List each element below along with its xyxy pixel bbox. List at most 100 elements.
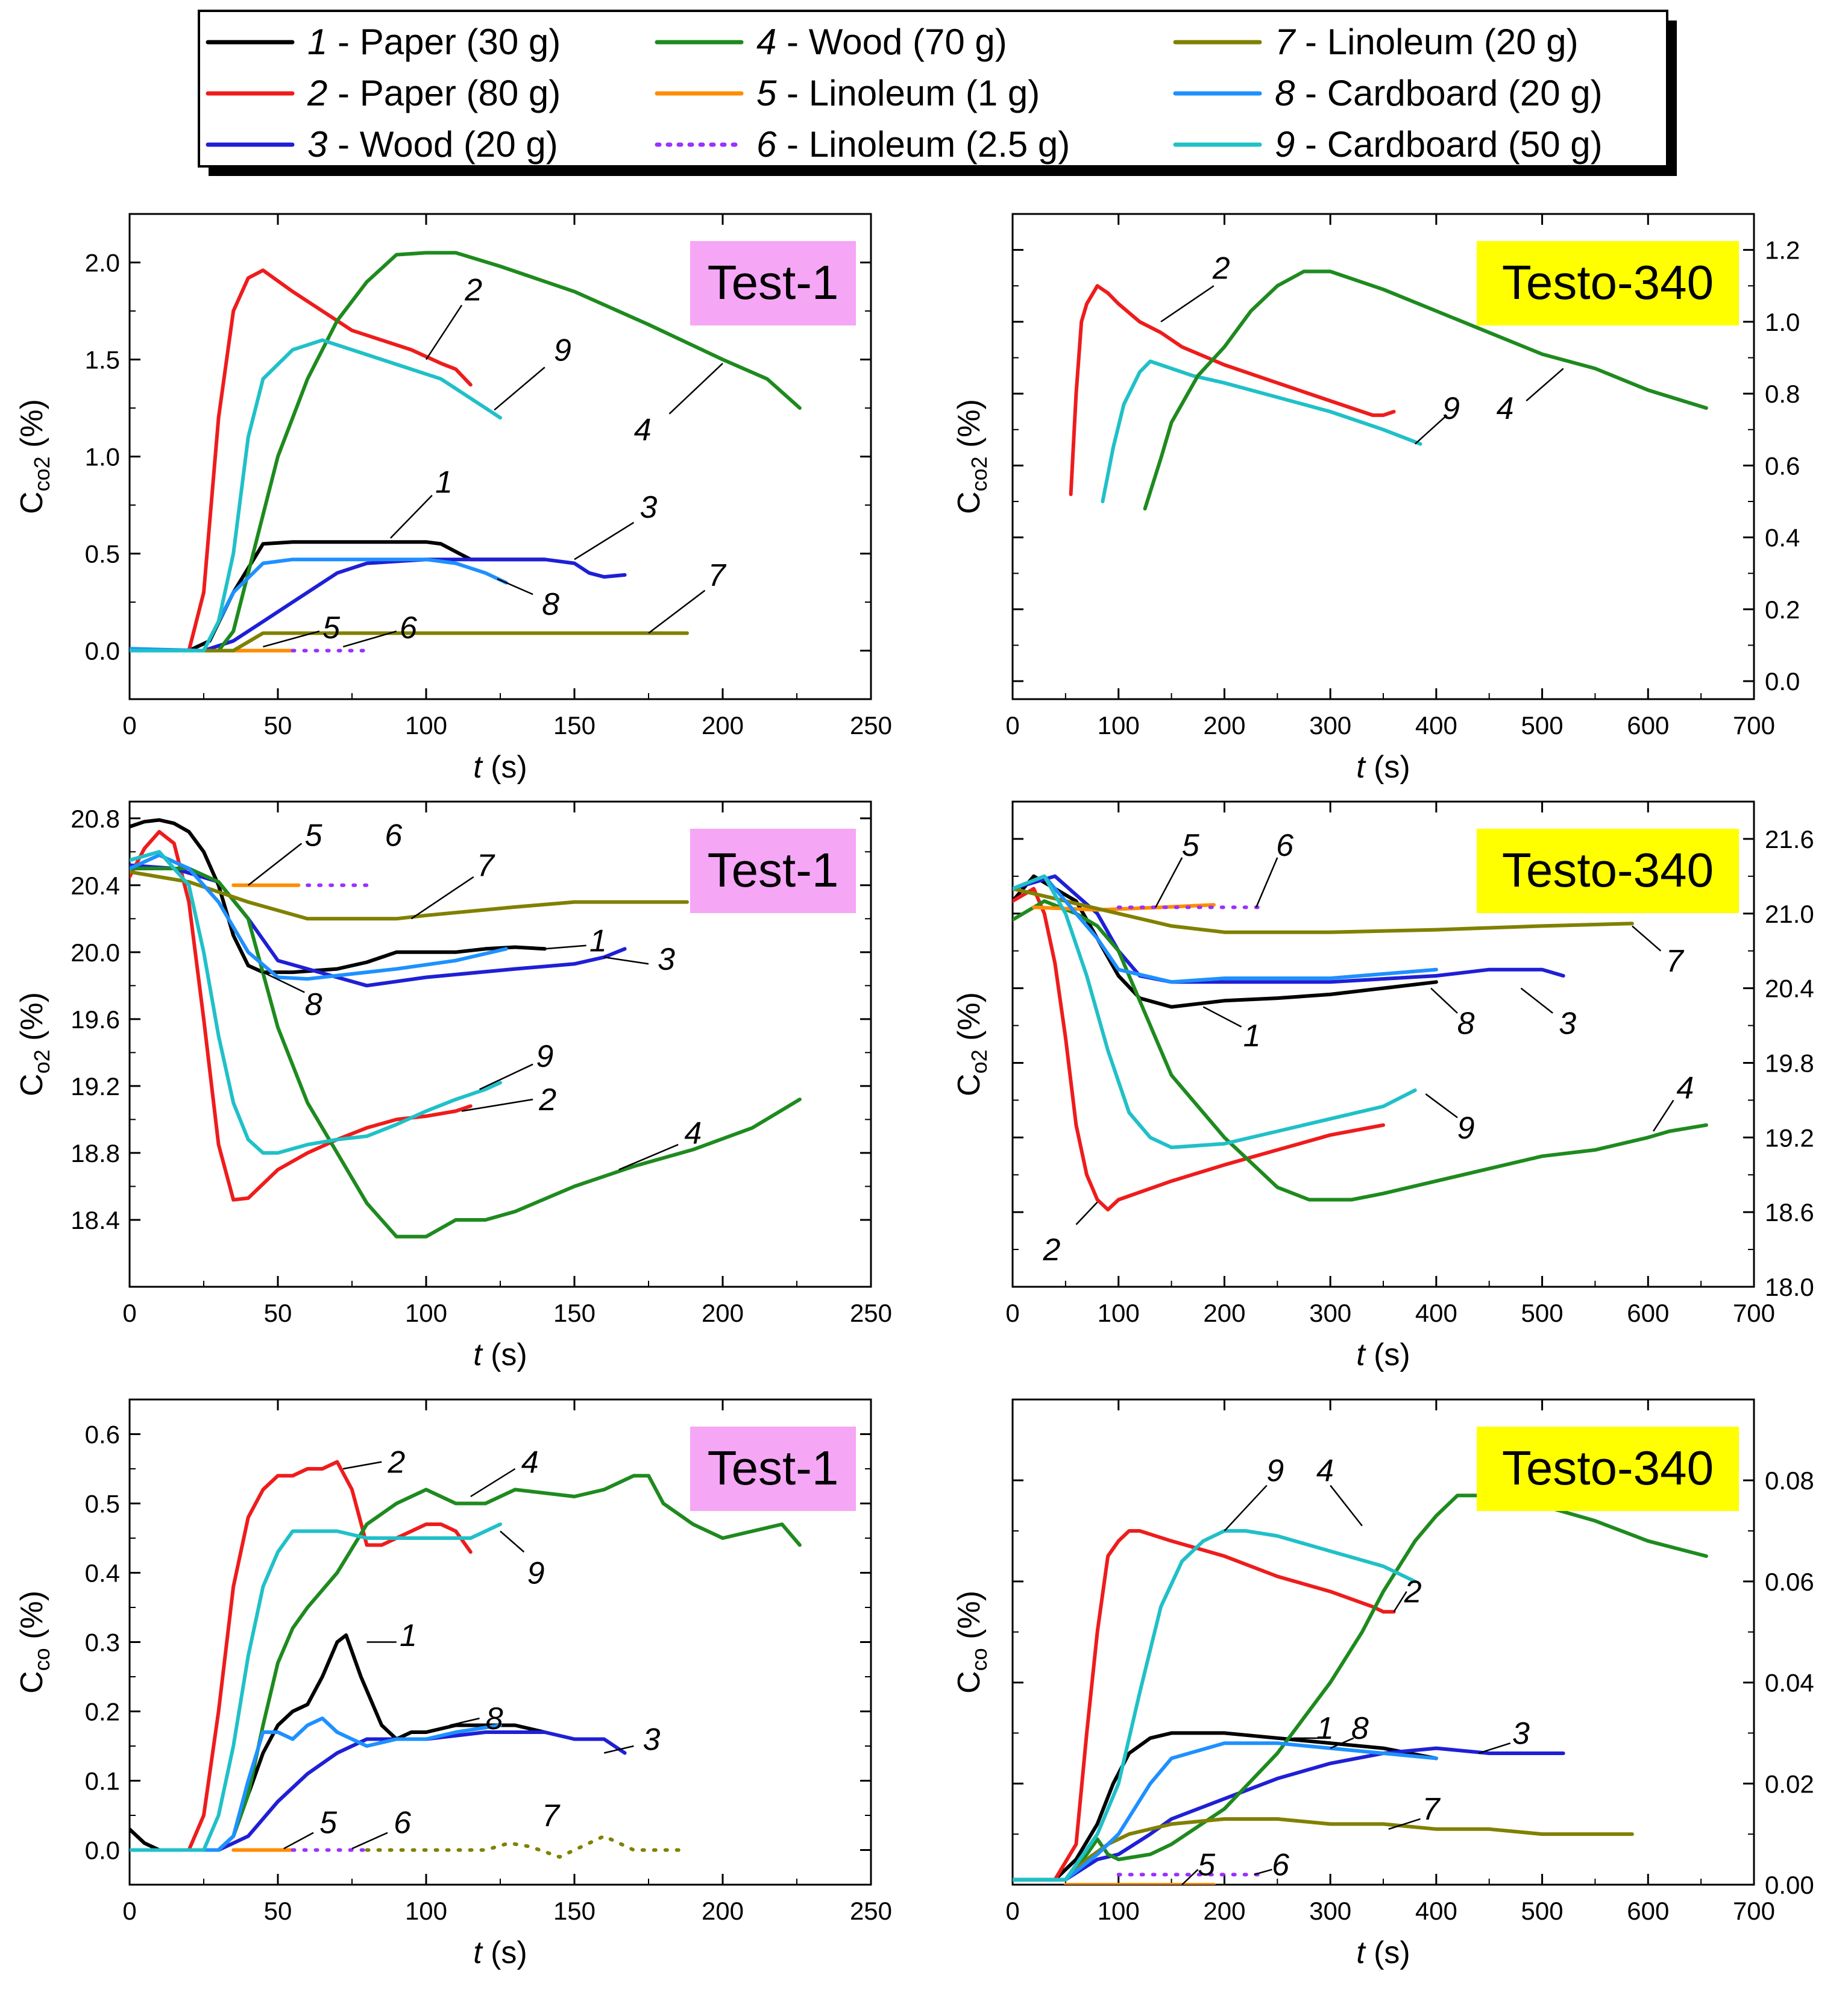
y-tick-label: 0.2 xyxy=(85,1698,120,1726)
annotation-leader-9 xyxy=(1425,1093,1458,1119)
annotation-label-5: 5 xyxy=(1182,828,1200,863)
y-axis-label: Cco (%) xyxy=(952,1591,992,1694)
x-tick-label: 200 xyxy=(1203,1299,1245,1327)
legend-entry-dash: - xyxy=(327,73,359,113)
x-tick-label: 500 xyxy=(1521,711,1564,740)
tag-box xyxy=(690,241,856,325)
x-tick-label: 100 xyxy=(1098,711,1140,740)
y-axis-label-sub: co xyxy=(30,1648,54,1671)
x-tick-label: 150 xyxy=(553,1897,596,1925)
x-tick-label: 600 xyxy=(1627,1897,1669,1925)
series-group xyxy=(1013,1494,1708,1885)
y-tick-label: 0.02 xyxy=(1765,1770,1814,1798)
x-tick-label: 0 xyxy=(122,1897,136,1925)
y-axis-label-sub: co xyxy=(967,1648,992,1671)
legend-entry-3: 3 - Wood (20 g) xyxy=(307,124,558,165)
annotation-leader-4 xyxy=(470,1468,516,1498)
annotation-leader-5 xyxy=(1155,857,1183,908)
annotation-leader-9 xyxy=(1414,414,1448,445)
annotation-leader-1 xyxy=(544,944,586,950)
series-line-1 xyxy=(1013,1731,1438,1882)
annotation-label-1: 1 xyxy=(400,1618,417,1653)
annotation-leader-5 xyxy=(263,630,320,648)
x-tick-label: 50 xyxy=(264,1299,292,1327)
annotation-leader-4 xyxy=(618,1143,679,1170)
series-line-7 xyxy=(1013,1817,1634,1882)
y-axis-label-unit: (%) xyxy=(14,399,49,456)
x-tick-label: 200 xyxy=(1203,711,1245,740)
x-tick-label: 200 xyxy=(702,1897,744,1925)
y-tick-label: 0.0 xyxy=(85,1836,120,1865)
y-tick-label: 19.6 xyxy=(71,1005,120,1034)
y-axis-label-sub: co2 xyxy=(967,456,992,491)
y-tick-label: 1.5 xyxy=(85,346,120,374)
legend-entry-number: 4 xyxy=(756,22,776,62)
annotation-label-3: 3 xyxy=(640,490,658,525)
y-tick-label: 0.4 xyxy=(85,1559,120,1588)
annotation-leader-5 xyxy=(1181,1868,1199,1885)
y-axis-label-sub: o2 xyxy=(967,1049,992,1073)
annotation-label-8: 8 xyxy=(542,587,559,622)
x-tick-label: 700 xyxy=(1733,711,1775,740)
x-axis-unit: (s) xyxy=(1365,750,1410,785)
x-tick-label: 400 xyxy=(1415,1299,1457,1327)
y-axis-label-main: C xyxy=(14,1073,49,1096)
tag-label: Testo-340 xyxy=(1502,843,1714,897)
series-line-2 xyxy=(1013,887,1385,1211)
y-axis-label-unit: (%) xyxy=(952,992,987,1049)
y-axis-label-main: C xyxy=(952,1671,987,1694)
y-axis-label-sub: o2 xyxy=(30,1049,54,1073)
series-group xyxy=(130,1460,802,1859)
legend-entry-dash: - xyxy=(327,22,359,62)
series-line-2 xyxy=(1013,1529,1396,1882)
annotation-label-1: 1 xyxy=(1316,1711,1334,1746)
x-tick-label: 100 xyxy=(405,1897,447,1925)
x-tick-label: 400 xyxy=(1415,711,1457,740)
annotation-label-7: 7 xyxy=(542,1798,561,1833)
x-tick-label: 200 xyxy=(702,711,744,740)
x-axis-label: t (s) xyxy=(1356,750,1410,785)
annotation-label-1: 1 xyxy=(1243,1019,1261,1054)
annotation-leader-3 xyxy=(603,1745,634,1754)
y-axis-label-unit: (%) xyxy=(952,399,987,456)
tag-label: Testo-340 xyxy=(1502,1441,1714,1495)
y-axis-label-group: Cco (%) xyxy=(952,1591,992,1694)
annotation-label-4: 4 xyxy=(1497,391,1514,426)
annotation-leader-8 xyxy=(262,972,305,993)
y-axis-label: Cco (%) xyxy=(14,1591,54,1694)
x-tick-label: 100 xyxy=(1098,1299,1140,1327)
y-tick-label: 0.0 xyxy=(1765,667,1800,696)
x-tick-label: 0 xyxy=(1005,711,1019,740)
y-tick-label: 18.0 xyxy=(1765,1273,1814,1301)
y-axis-label-group: Cco (%) xyxy=(14,1591,54,1694)
y-tick-label: 0.3 xyxy=(85,1629,120,1657)
annotation-leader-3 xyxy=(604,956,649,965)
legend-entry-dash: - xyxy=(776,73,808,113)
series-line-9 xyxy=(130,1522,502,1852)
y-tick-label: 20.8 xyxy=(71,805,120,833)
annotation-label-6: 6 xyxy=(394,1806,411,1841)
legend-entry-number: 8 xyxy=(1275,73,1295,113)
annotation-leader-7 xyxy=(1632,925,1662,952)
y-axis-label-sub: co2 xyxy=(30,456,54,491)
y-axis-label-unit: (%) xyxy=(14,1591,49,1648)
tag-label: Test-1 xyxy=(708,1441,839,1495)
y-tick-label: 0.00 xyxy=(1765,1871,1814,1899)
y-axis-label-group: Co2 (%) xyxy=(14,992,54,1096)
series-line-8 xyxy=(1013,1741,1438,1882)
annotation-label-3: 3 xyxy=(1512,1716,1530,1751)
annotation-label-3: 3 xyxy=(1559,1006,1576,1041)
legend-entry-6: 6 - Linoleum (2.5 g) xyxy=(756,124,1070,165)
annotation-label-3: 3 xyxy=(643,1723,660,1758)
annotation-leader-4 xyxy=(1330,1484,1363,1527)
y-tick-label: 0.8 xyxy=(1765,380,1800,408)
legend-entry-number: 3 xyxy=(307,124,327,165)
y-axis-label-unit: (%) xyxy=(14,992,49,1049)
x-axis-unit: (s) xyxy=(482,750,527,785)
y-axis-label: Co2 (%) xyxy=(14,992,54,1096)
annotation-leader-2 xyxy=(425,304,463,360)
panel-co2-test1: 0 50 100 150 200 250 0.0 0.5 1.0 1.5 2.0 t (s) Cco2 … xyxy=(14,213,892,785)
tag-box xyxy=(1477,241,1739,325)
